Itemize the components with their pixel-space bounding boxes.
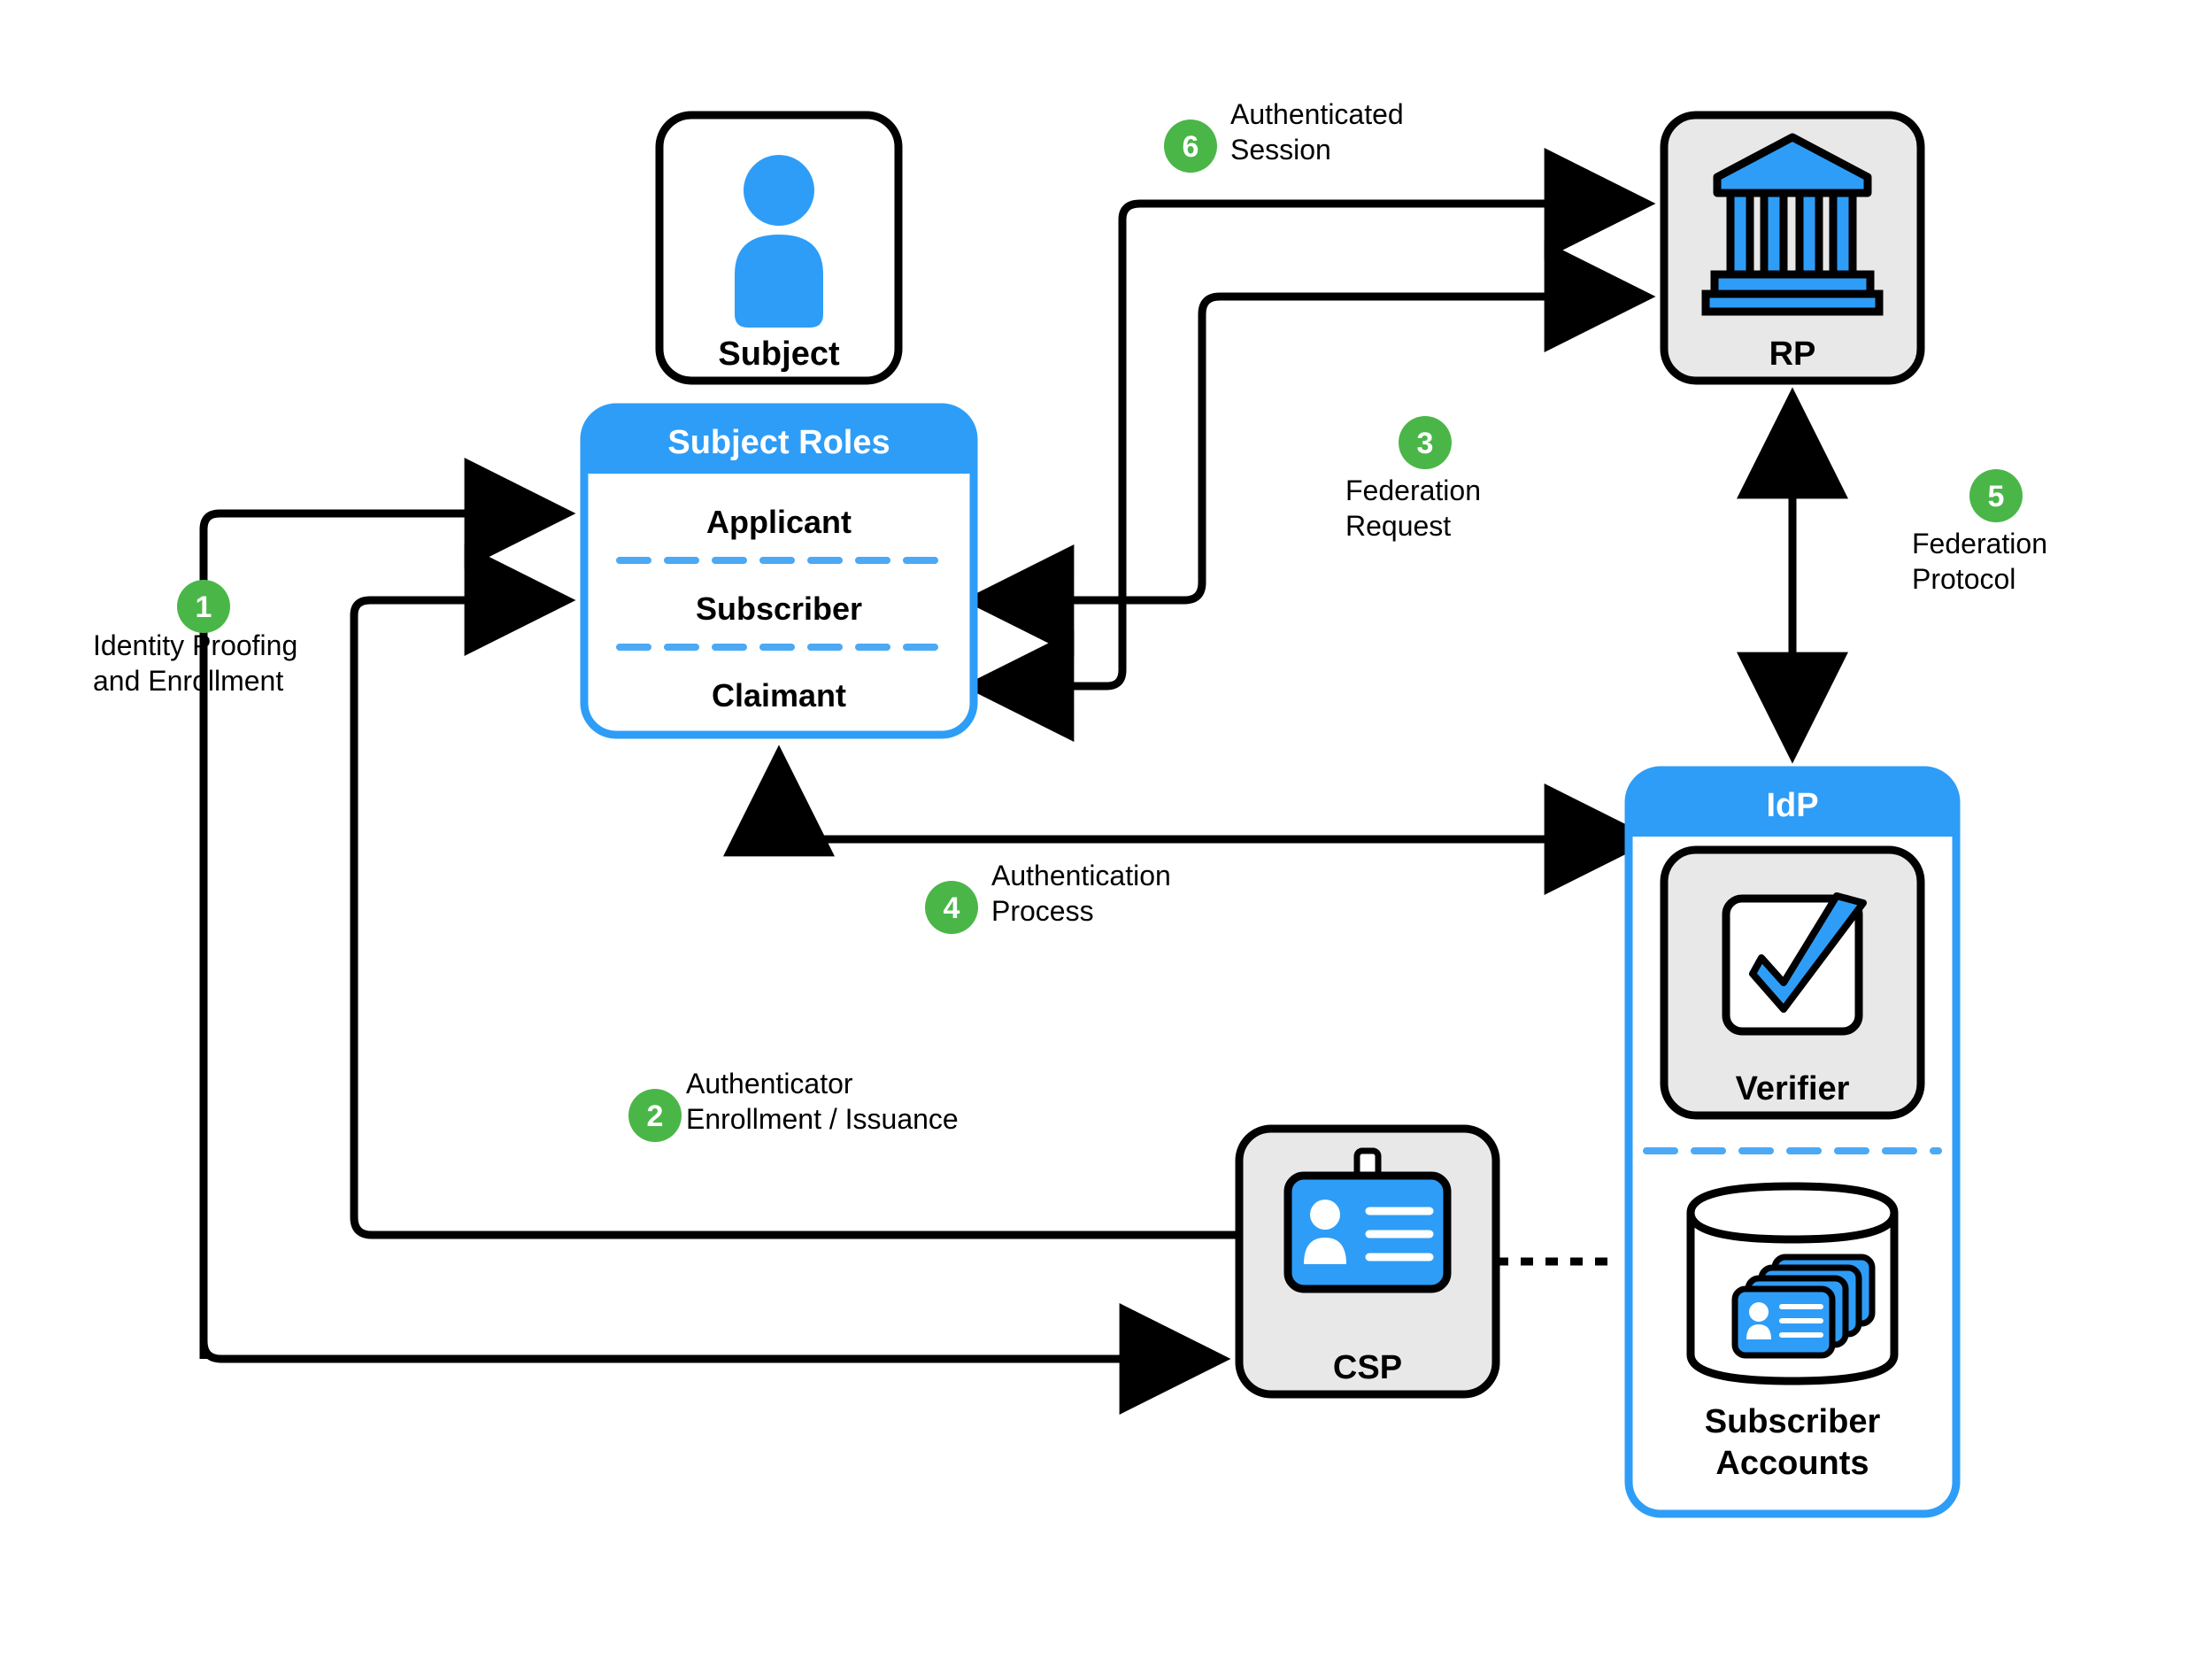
subscriber-accounts-label-1: Subscriber <box>1705 1403 1881 1440</box>
rp-label: RP <box>1769 336 1816 373</box>
edge-e1b <box>204 1341 1220 1359</box>
step-label-2-line1: Authenticator <box>686 1068 853 1100</box>
step-number-4: 4 <box>944 891 960 925</box>
step-number-5: 5 <box>1988 480 2005 513</box>
step-number-6: 6 <box>1183 130 1199 164</box>
step-label-3-line1: Federation <box>1345 475 1481 506</box>
node-rp: RP <box>1664 115 1921 381</box>
step-label-1-line1: Identity Proofing <box>93 629 297 661</box>
edge-e3a <box>974 297 1645 600</box>
role-claimant: Claimant <box>712 677 846 714</box>
step-label-5-line2: Protocol <box>1912 563 2015 595</box>
subject-label: Subject <box>718 336 840 373</box>
idp-title: IdP <box>1766 787 1818 824</box>
node-subscriber-accounts: Subscriber Accounts <box>1691 1186 1894 1482</box>
step-label-4-line2: Process <box>991 895 1094 927</box>
step-label-5-line1: Federation <box>1912 528 2047 559</box>
step-number-1: 1 <box>196 590 212 624</box>
edge-e4 <box>779 756 1645 839</box>
node-verifier: Verifier <box>1664 850 1921 1115</box>
subscriber-accounts-label-2: Accounts <box>1715 1445 1869 1482</box>
step-label-4-line1: Authentication <box>991 860 1171 891</box>
node-subject-roles: Subject Roles Applicant Subscriber Claim… <box>584 407 974 735</box>
svg-layer: Subject Subject Roles Applicant Subscrib… <box>0 0 2212 1659</box>
csp-label: CSP <box>1333 1349 1402 1386</box>
step-label-2-line2: Enrollment / Issuance <box>686 1103 959 1135</box>
node-csp: CSP <box>1239 1129 1496 1394</box>
step-label-1-line2: and Enrollment <box>93 665 283 697</box>
role-subscriber: Subscriber <box>696 590 862 627</box>
edge-e3b <box>974 204 1645 686</box>
diagram-canvas: Subject Subject Roles Applicant Subscrib… <box>0 0 2212 1659</box>
step-label-6-line2: Session <box>1230 134 1331 166</box>
step-number-2: 2 <box>647 1100 664 1133</box>
step-label-6-line1: Authenticated <box>1230 98 1404 130</box>
step-label-3-line2: Request <box>1345 510 1451 542</box>
node-subject: Subject <box>659 115 898 381</box>
role-applicant: Applicant <box>706 504 852 540</box>
subject-roles-title: Subject Roles <box>667 424 890 461</box>
edges-group <box>204 204 1792 1359</box>
verifier-label: Verifier <box>1736 1070 1850 1107</box>
step-number-3: 3 <box>1417 427 1434 460</box>
